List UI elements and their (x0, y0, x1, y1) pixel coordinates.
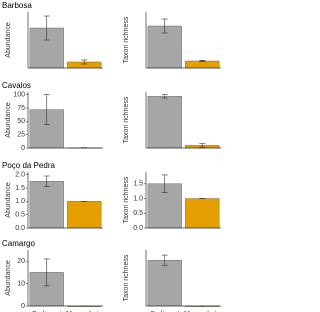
y-axis-label: Taxon richness (123, 176, 130, 223)
y-tick-label: 100 (13, 92, 25, 99)
bar (185, 198, 220, 229)
y-tick-label: 0 (21, 303, 25, 310)
y-tick-label: 75 (17, 105, 25, 112)
y-axis-label: Abundance (5, 22, 12, 58)
bar (147, 259, 182, 307)
y-tick-label: 0.5 (133, 210, 143, 217)
chart: Barbosa Abundance Taxon richness Cavalos Abu… (2, 1, 221, 312)
y-tick-label: 50 (17, 118, 25, 125)
y-axis-label: Taxon richness (123, 254, 130, 301)
panel-title: Barbosa (2, 1, 32, 10)
y-tick-label: 0.0 (133, 225, 143, 232)
y-tick-label: 0.5 (15, 212, 25, 219)
y-axis-label: Taxon richness (123, 96, 130, 143)
y-tick-label: 0.0 (15, 225, 25, 232)
panel-title: Camargo (2, 239, 35, 248)
y-tick-label: 1.0 (15, 198, 25, 205)
y-axis-label: Taxon richness (123, 16, 130, 63)
y-tick-label: 2.0 (15, 172, 25, 179)
y-tick-label: 1.5 (133, 181, 143, 188)
y-axis-label: Abundance (5, 102, 12, 138)
x-tick-label: Sediment (150, 311, 180, 312)
bar (185, 60, 220, 69)
panel-title: Cavalos (2, 81, 31, 90)
x-tick-label: Macrophyte (66, 311, 103, 312)
x-tick-label: Sediment (32, 311, 62, 312)
y-tick-label: 20 (17, 258, 25, 265)
y-tick-label: 1.0 (133, 195, 143, 202)
y-axis-label: Abundance (5, 260, 12, 296)
y-tick-label: 1.5 (15, 185, 25, 192)
panel-title: Poço da Pedra (2, 161, 55, 170)
bar (29, 181, 64, 229)
bar (67, 201, 102, 229)
y-tick-label: 10 (17, 280, 25, 287)
bar (147, 96, 182, 149)
y-tick-label: 0 (21, 145, 25, 152)
x-tick-label: Macrophyte (184, 311, 221, 312)
y-tick-label: 25 (17, 132, 25, 139)
y-axis-label: Abundance (5, 182, 12, 218)
